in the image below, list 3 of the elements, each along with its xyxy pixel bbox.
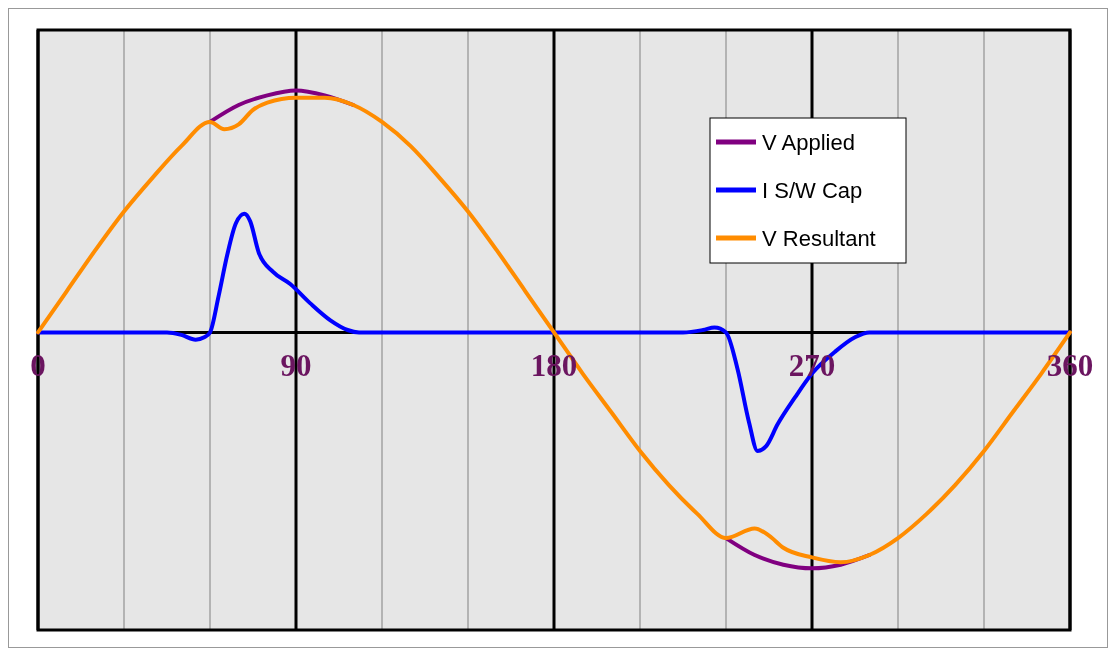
legend-label: I S/W Cap [762, 178, 863, 203]
legend-label: V Applied [762, 130, 855, 155]
legend-label: V Resultant [762, 226, 876, 251]
